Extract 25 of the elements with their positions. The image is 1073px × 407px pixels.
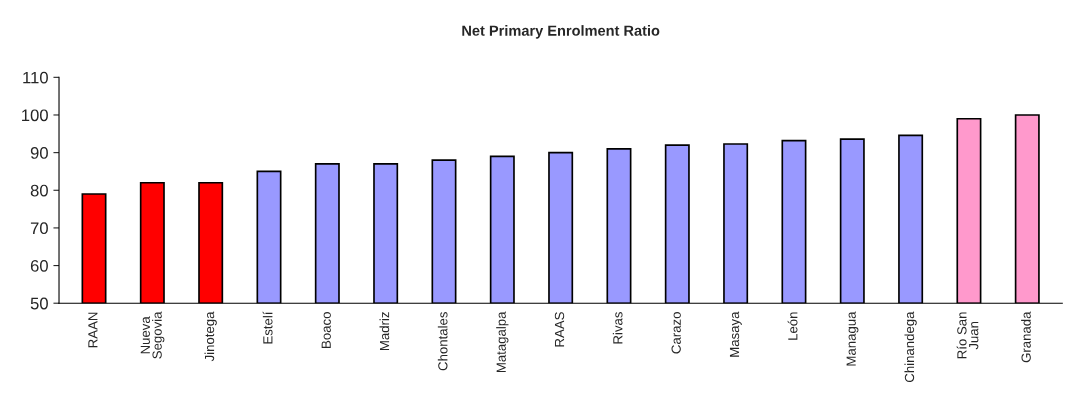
y-tick-label: 60 <box>30 259 48 272</box>
x-tick-label: Nueva Segovia <box>140 311 165 359</box>
x-tick-label: Matagalpa <box>496 311 509 373</box>
x-tick-label: Madriz <box>379 312 390 351</box>
y-tick-label: 50 <box>30 297 48 310</box>
y-tick-label: 70 <box>30 222 48 235</box>
y-tick-label: 80 <box>30 184 48 197</box>
x-tick-label: Boaco <box>321 312 331 348</box>
x-tick-label: León <box>787 312 798 340</box>
x-tick-label: Río San Juan <box>956 312 979 359</box>
x-tick-label: Estelí <box>262 311 273 344</box>
x-tick-label: Jinotega <box>204 311 217 362</box>
x-tick-label: Managua <box>846 311 859 366</box>
x-tick-label: Masaya <box>729 311 742 357</box>
y-tick-label: 90 <box>30 147 48 159</box>
x-tick-label: Carazo <box>671 312 681 354</box>
y-tick-label: 110 <box>23 71 48 84</box>
x-tick-label: RAAN <box>88 312 98 348</box>
x-tick-label: Chinandega <box>904 311 917 383</box>
y-tick-label: 100 <box>22 109 48 122</box>
x-tick-label: Granada <box>1021 311 1031 363</box>
chart-title: Net Primary Enrolment Ratio <box>462 25 660 39</box>
x-tick-label: Rivas <box>612 312 623 344</box>
x-tick-label: RAAS <box>554 312 565 347</box>
x-tick-label: Chontales <box>437 312 448 371</box>
